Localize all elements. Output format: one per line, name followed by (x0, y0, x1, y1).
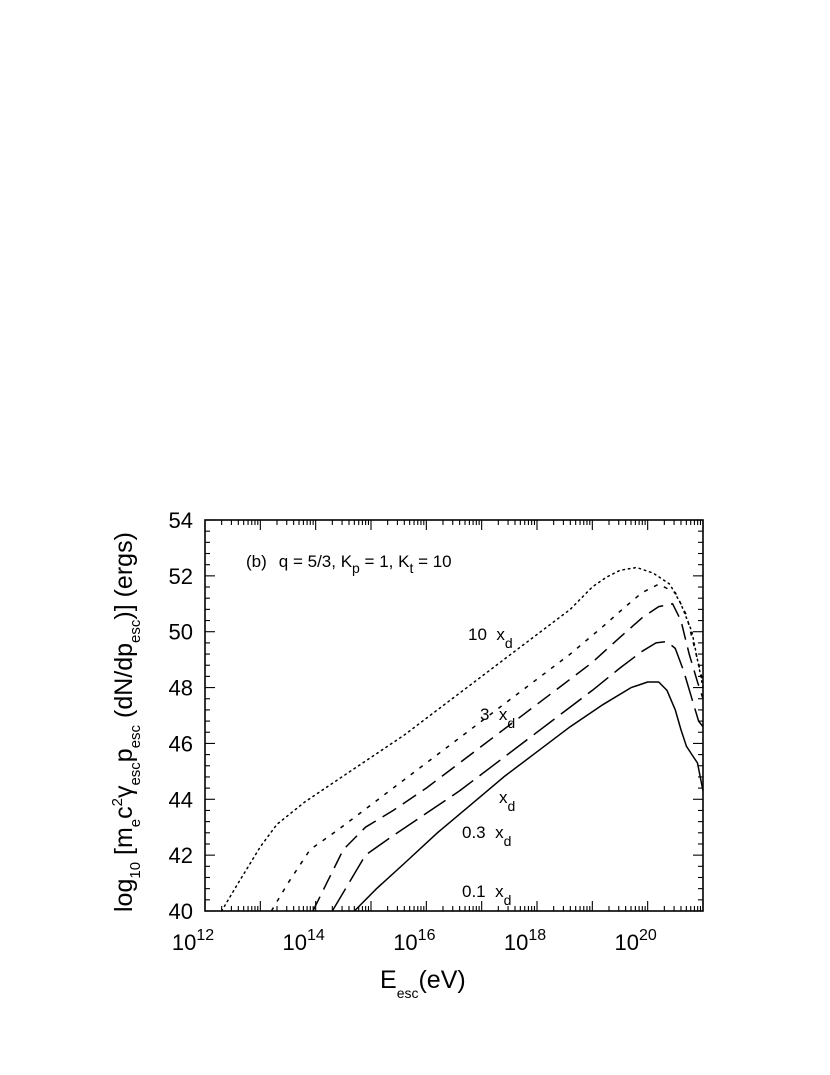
y-tick-label: 42 (169, 843, 193, 868)
x-tick-label: 1012 (172, 927, 214, 955)
x-axis-label: Eesc(eV) (380, 966, 466, 1001)
y-tick-label: 52 (169, 564, 193, 589)
series-line-1 (270, 583, 704, 912)
x-tick-label: 1020 (615, 927, 657, 955)
series-line-0 (220, 566, 704, 912)
series-label-3: 0.3 xd (462, 823, 511, 849)
y-tick-label: 50 (169, 620, 193, 645)
y-axis-label: log10 [mec2γescpesc (dN/dpesc)] (ergs) (109, 532, 144, 912)
x-tick-label: 1018 (504, 927, 546, 955)
y-tick-label: 54 (169, 508, 193, 533)
y-tick-label: 48 (169, 676, 193, 701)
x-tick-label: 1014 (283, 927, 325, 955)
y-tick-label: 44 (169, 787, 193, 812)
series-labels: 10 xd 3 xd xd 0.3 xd 0.1 xd (462, 625, 515, 908)
axis-ticks (204, 519, 704, 912)
y-tick-label: 46 (169, 731, 193, 756)
plot-annotation: (b) q = 5/3, Kp = 1, Kt = 10 (246, 552, 452, 576)
series-line-4 (353, 681, 704, 912)
series-line-2 (312, 603, 704, 912)
series-line-3 (331, 640, 704, 912)
series-label-2: xd (499, 788, 515, 814)
y-tick-label: 40 (169, 899, 193, 924)
series-label-1: 3 xd (480, 705, 515, 731)
x-tick-label: 1016 (393, 927, 435, 955)
plot-frame (204, 519, 704, 912)
spectrum-curves (220, 566, 704, 912)
series-label-4: 0.1 xd (462, 882, 511, 908)
series-label-0: 10 xd (468, 625, 513, 651)
tick-labels: 40 42 44 46 48 50 52 54 1012 1014 1016 1018 1020 (169, 508, 657, 955)
